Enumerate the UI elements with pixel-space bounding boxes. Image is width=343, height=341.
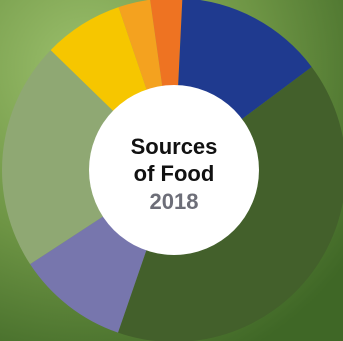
chart-year: 2018 bbox=[150, 189, 199, 214]
donut-slice-3 bbox=[118, 66, 343, 341]
donut-slice-1 bbox=[150, 0, 183, 87]
donut-slice-6 bbox=[50, 7, 147, 112]
donut-slice-2 bbox=[178, 0, 312, 120]
chart-title-line1: Sources bbox=[131, 134, 218, 159]
chart-title-line2: of Food bbox=[134, 161, 215, 186]
donut-slice-4 bbox=[30, 215, 147, 333]
donut-slice-5 bbox=[2, 50, 114, 265]
donut-slice-7 bbox=[118, 0, 163, 91]
donut-hole bbox=[89, 85, 259, 255]
